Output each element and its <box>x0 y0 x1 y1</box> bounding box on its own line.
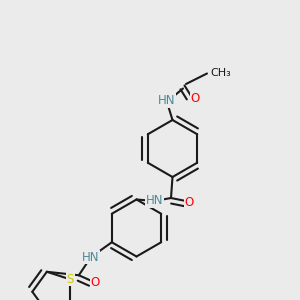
Text: O: O <box>190 92 200 106</box>
Text: HN: HN <box>146 194 163 208</box>
Text: HN: HN <box>158 94 175 107</box>
Text: O: O <box>91 276 100 289</box>
Text: S: S <box>67 273 74 286</box>
Text: HN: HN <box>82 251 100 264</box>
Text: O: O <box>184 196 194 209</box>
Text: CH₃: CH₃ <box>210 68 231 79</box>
